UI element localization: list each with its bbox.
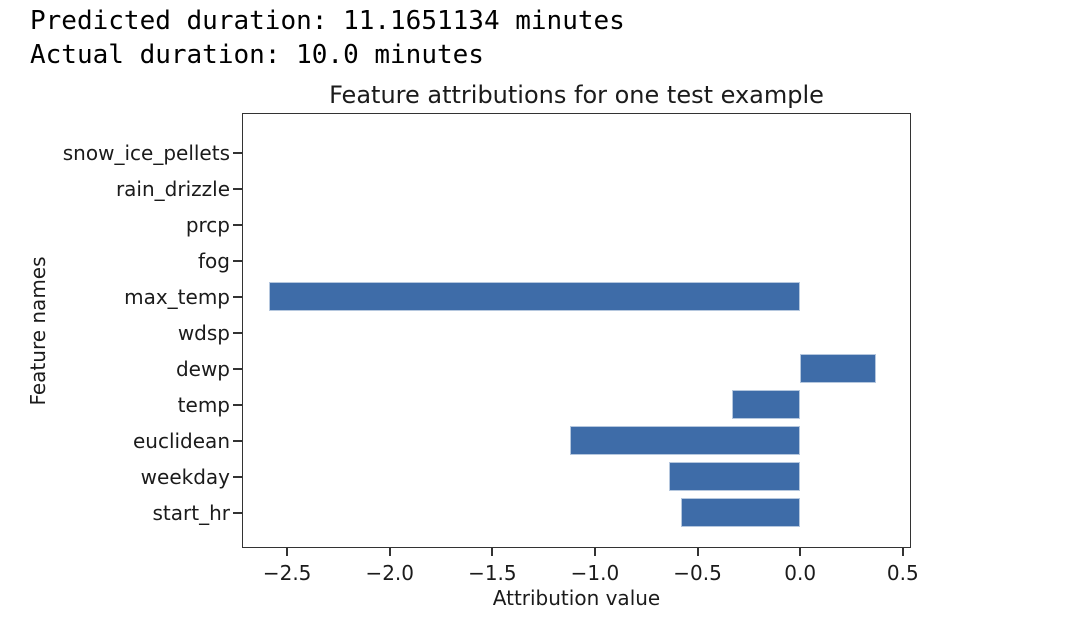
y-tick-mark bbox=[233, 511, 242, 514]
plot-area bbox=[242, 113, 911, 548]
bar-weekday bbox=[668, 462, 801, 491]
bar-start_hr bbox=[681, 498, 801, 527]
x-tick-mark bbox=[491, 548, 494, 556]
y-tick-mark bbox=[233, 223, 242, 226]
y-axis-label: Feature names bbox=[26, 256, 50, 406]
y-tick-mark bbox=[233, 259, 242, 262]
y-tick-label-weekday: weekday bbox=[140, 464, 230, 489]
x-tick-label: −0.5 bbox=[673, 561, 722, 585]
y-tick-label-euclidean: euclidean bbox=[132, 428, 230, 453]
x-tick-label: 0.5 bbox=[886, 561, 919, 585]
y-tick-mark bbox=[233, 151, 242, 154]
y-tick-label-max_temp: max_temp bbox=[124, 284, 230, 309]
x-tick-label: −2.5 bbox=[262, 561, 312, 585]
bar-dewp bbox=[800, 354, 877, 383]
x-tick-mark bbox=[901, 548, 904, 556]
y-tick-label-snow_ice_pellets: snow_ice_pellets bbox=[62, 140, 230, 165]
y-tick-label-temp: temp bbox=[177, 392, 230, 417]
x-tick-mark bbox=[388, 548, 391, 556]
y-tick-mark bbox=[233, 367, 242, 370]
chart-title: Feature attributions for one test exampl… bbox=[329, 81, 824, 109]
y-tick-label-prcp: prcp bbox=[185, 212, 230, 237]
y-tick-label-start_hr: start_hr bbox=[152, 500, 230, 525]
y-tick-mark bbox=[233, 403, 242, 406]
y-tick-label-fog: fog bbox=[198, 248, 230, 273]
y-tick-mark bbox=[233, 439, 242, 442]
x-tick-mark bbox=[696, 548, 699, 556]
y-tick-mark bbox=[233, 331, 242, 334]
y-tick-mark bbox=[233, 187, 242, 190]
y-tick-label-wdsp: wdsp bbox=[177, 320, 230, 345]
x-tick-label: −1.0 bbox=[570, 561, 620, 585]
x-tick-mark bbox=[799, 548, 802, 556]
y-tick-label-dewp: dewp bbox=[175, 356, 230, 381]
x-tick-mark bbox=[593, 548, 596, 556]
predicted-duration-text: Predicted duration: 11.1651134 minutes bbox=[30, 6, 625, 36]
x-tick-label: −1.5 bbox=[468, 561, 517, 585]
bar-max_temp bbox=[268, 282, 801, 311]
x-tick-label: 0.0 bbox=[784, 561, 817, 585]
bar-euclidean bbox=[570, 426, 801, 455]
y-tick-mark bbox=[233, 475, 242, 478]
x-tick-mark bbox=[286, 548, 289, 556]
actual-duration-text: Actual duration: 10.0 minutes bbox=[30, 40, 484, 70]
x-axis-label: Attribution value bbox=[492, 586, 661, 610]
y-tick-label-rain_drizzle: rain_drizzle bbox=[115, 176, 230, 201]
x-tick-label: −2.0 bbox=[365, 561, 415, 585]
bar-temp bbox=[732, 390, 801, 419]
y-tick-mark bbox=[233, 295, 242, 298]
